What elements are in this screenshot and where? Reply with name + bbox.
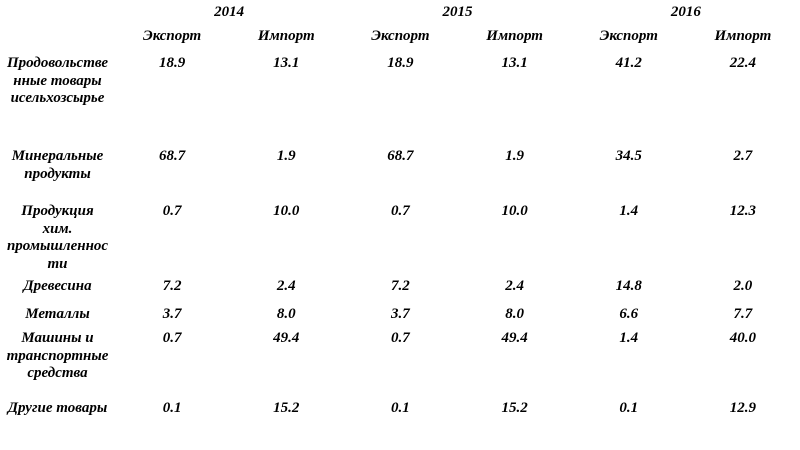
table-cell: 8.0: [505, 306, 524, 322]
row-label-machinery: Машины и транспортные средства: [6, 330, 109, 381]
table-cell: 0.1: [619, 400, 639, 416]
table-cell: 1.9: [505, 148, 524, 164]
table-cell: 12.3: [729, 203, 757, 219]
col-header-import-2015: Импорт: [486, 28, 543, 44]
table-cell: 1.4: [619, 203, 639, 219]
table-cell: 41.2: [615, 55, 642, 71]
row-label-food: Продовольстве нные товары исельхозсырье: [6, 55, 109, 106]
table-cell: 0.7: [391, 330, 410, 346]
table-cell: 6.6: [619, 306, 639, 322]
row-label-timber: Древесина: [23, 278, 92, 294]
table-cell: 2.0: [733, 278, 753, 294]
table-cell: 13.1: [501, 55, 528, 71]
table-cell: 3.7: [162, 306, 182, 322]
table-cell: 68.7: [158, 148, 186, 164]
table-cell: 34.5: [615, 148, 642, 164]
row-label-minerals: Минеральные продукты: [11, 148, 104, 182]
year-header-2014: 2014: [214, 4, 245, 20]
table-cell: 7.2: [391, 278, 410, 294]
table-cell: 49.4: [273, 330, 300, 346]
table-cell: 0.7: [162, 203, 182, 219]
table-cell: 0.7: [391, 203, 410, 219]
year-header-2016: 2016: [670, 4, 701, 20]
table-cell: 1.4: [619, 330, 639, 346]
table-cell: 49.4: [501, 330, 528, 346]
table-cell: 15.2: [273, 400, 300, 416]
col-header-export-2014: Экспорт: [142, 28, 202, 44]
table-cell: 1.9: [276, 148, 296, 164]
row-label-metals: Металлы: [25, 306, 90, 322]
table-cell: 40.0: [729, 330, 757, 346]
col-header-import-2014: Импорт: [257, 28, 315, 44]
table-cell: 10.0: [501, 203, 528, 219]
table-cell: 7.2: [162, 278, 182, 294]
table-cell: 3.7: [391, 306, 410, 322]
table-cell: 0.1: [162, 400, 182, 416]
corner-cell: [0, 26, 115, 53]
table-cell: 7.7: [733, 306, 753, 322]
table-cell: 15.2: [501, 400, 528, 416]
table-cell: 13.1: [273, 55, 300, 71]
table-cell: 2.4: [505, 278, 524, 294]
year-header-2015: 2015: [442, 4, 473, 20]
col-header-export-2015: Экспорт: [371, 28, 430, 44]
table-cell: 12.9: [729, 400, 757, 416]
table-cell: 2.4: [276, 278, 296, 294]
table-cell: 10.0: [273, 203, 300, 219]
table-cell: 8.0: [276, 306, 296, 322]
table-cell: 68.7: [387, 148, 414, 164]
row-label-chemical: Продукция хим. промышленнос ти: [6, 203, 109, 272]
col-header-export-2016: Экспорт: [599, 28, 658, 44]
row-label-other: Другие товары: [7, 400, 108, 416]
table-cell: 0.1: [391, 400, 410, 416]
table-cell: 14.8: [615, 278, 642, 294]
table-cell: 0.7: [162, 330, 182, 346]
col-header-import-2016: Импорт: [714, 28, 772, 44]
table-cell: 2.7: [733, 148, 753, 164]
table-cell: 18.9: [387, 55, 414, 71]
table-cell: 18.9: [158, 55, 186, 71]
corner-cell: [0, 0, 115, 26]
table-cell: 22.4: [729, 55, 757, 71]
